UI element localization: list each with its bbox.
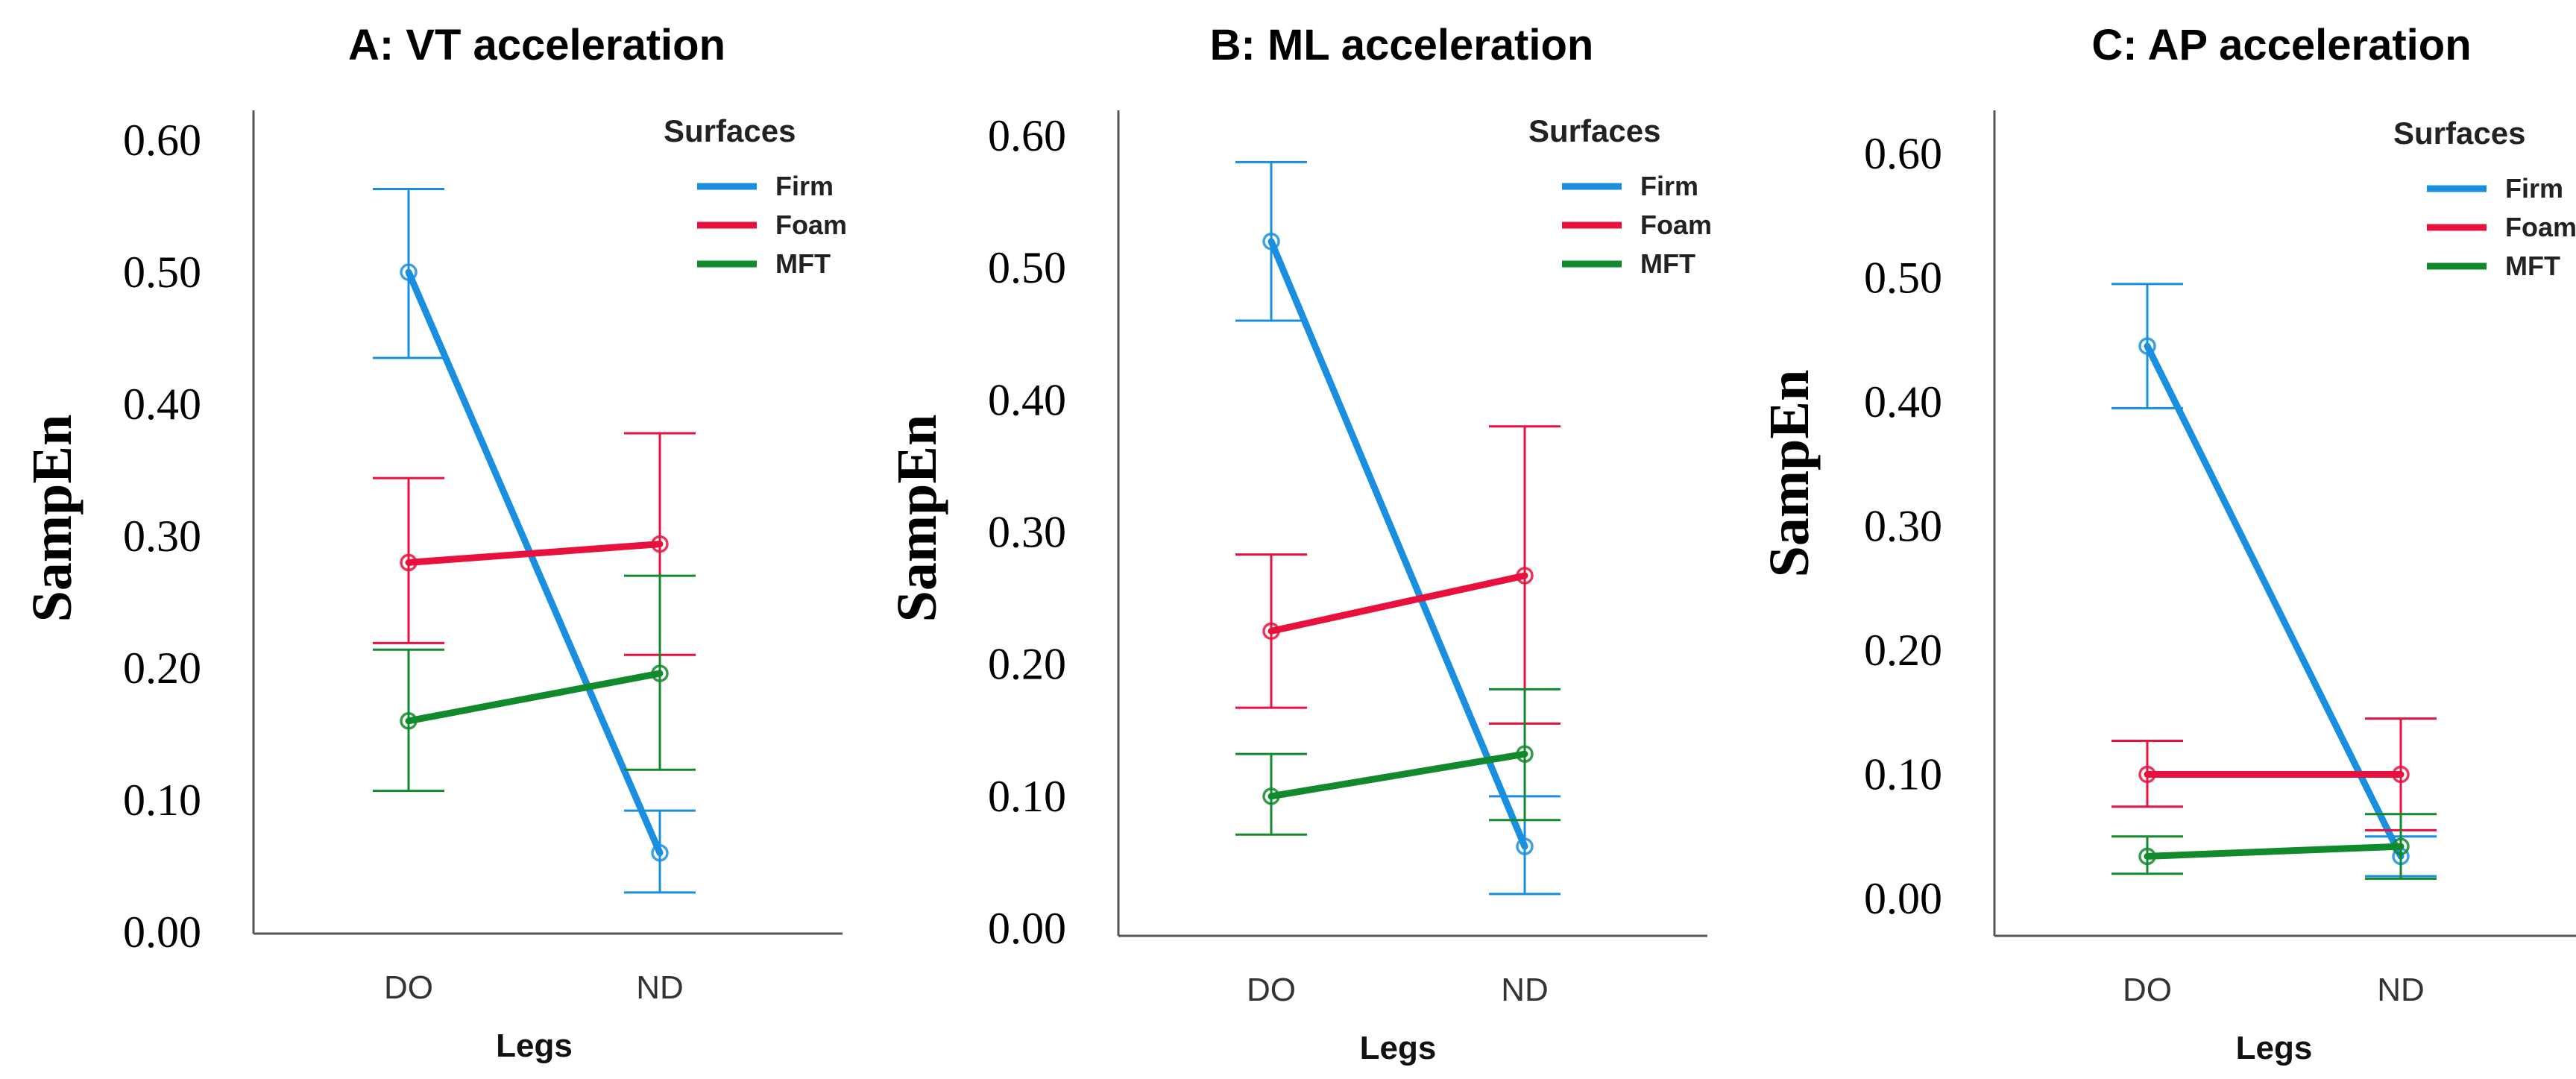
chart-title: B: ML acceleration [1210,21,1594,69]
y-axis-label: SampEn [1758,370,1821,578]
y-tick-label: 0.10 [123,776,201,825]
y-tick-label: 0.60 [1864,129,1942,178]
y-tick-label: 0.20 [123,644,201,693]
chart-panel-2: B: ML acceleration 0.00 0.10 0.20 0.30 0.40 0.… [886,21,1712,1066]
series-mft [2111,813,2437,880]
legend-title: Surfaces [664,113,796,148]
y-tick-label: 0.60 [123,116,201,165]
legend-label: MFT [775,248,831,279]
x-tick-label: ND [1501,972,1549,1008]
y-tick-label: 0.40 [988,375,1066,424]
series-line [2144,342,2405,860]
series-firm [2111,283,2437,878]
y-tick-label: 0.10 [988,772,1066,821]
data-point [2138,337,2156,355]
y-tick-label: 0.50 [123,248,201,297]
data-point [651,844,669,862]
series-line [1267,750,1528,800]
data-point [1262,232,1280,251]
y-tick-label: 0.40 [1864,377,1942,427]
legend-label: Firm [2505,173,2563,204]
y-tick-label: 0.50 [1864,254,1942,303]
legend: Surfaces Firm Foam MFT [664,113,847,279]
legend-title: Surfaces [1528,113,1660,148]
data-point [1262,787,1280,805]
series-line [2144,843,2405,860]
series-firm [1235,160,1561,896]
x-tick-label: ND [636,969,684,1006]
data-point [400,553,418,572]
x-tick-label: DO [2123,972,2172,1008]
y-tick-label: 0.00 [988,904,1066,953]
data-point [2138,765,2156,784]
y-tick-label: 0.30 [1864,502,1942,551]
legend-title: Surfaces [2393,116,2525,151]
data-point [2392,765,2410,784]
chart-panel-3: C: AP acceleration 0.00 0.10 0.20 0.30 0.40 0.… [1758,21,2576,1066]
series-line [1267,238,1528,850]
series-line [405,541,664,566]
data-point [400,263,418,281]
series-line [405,670,664,725]
legend-label: MFT [2505,251,2560,281]
series-foam [1235,425,1561,725]
y-axis-label: SampEn [886,415,948,623]
y-tick-label: 0.10 [1864,750,1942,799]
y-axis-label: SampEn [21,415,84,623]
legend-label: Foam [2505,212,2576,242]
y-tick-label: 0.30 [123,512,201,561]
data-point [651,535,669,553]
data-point [651,664,669,682]
x-tick-label: DO [384,969,433,1006]
chart-title: C: AP acceleration [2091,21,2471,69]
y-tick-label: 0.30 [988,508,1066,557]
x-tick-label: ND [2377,972,2425,1008]
chart-title: A: VT acceleration [348,21,725,69]
legend-label: Foam [775,210,847,240]
data-point [1516,745,1534,763]
series-mft [1235,688,1561,836]
series-mft [373,574,696,793]
x-axis-label: Legs [1360,1030,1437,1066]
series-line [405,268,664,857]
series-line [1267,572,1528,635]
y-tick-label: 0.50 [988,243,1066,292]
data-point [2392,837,2410,855]
data-point [400,712,418,730]
chart-panel-1: A: VT acceleration 0.00 0.10 0.20 0.30 0.40 0.… [21,21,847,1064]
legend-label: MFT [1640,248,1695,279]
y-tick-label: 0.00 [1864,874,1942,923]
legend: Surfaces Firm Foam MFT [2393,116,2576,281]
y-tick-label: 0.20 [1864,626,1942,675]
data-point [2138,847,2156,866]
x-axis-label: Legs [2236,1030,2313,1066]
y-tick-label: 0.40 [123,380,201,429]
x-axis-label: Legs [496,1028,573,1064]
data-point [1516,837,1534,855]
y-tick-label: 0.60 [988,111,1066,160]
y-tick-label: 0.00 [123,907,201,957]
data-point [1516,567,1534,585]
series-foam [2111,717,2437,831]
legend-label: Firm [1640,171,1698,201]
series-foam [373,432,696,656]
data-point [1262,622,1280,641]
x-tick-label: DO [1247,972,1296,1008]
legend-label: Firm [775,171,834,201]
legend-label: Foam [1640,210,1712,240]
y-tick-label: 0.20 [988,640,1066,689]
series-firm [373,187,696,894]
legend: Surfaces Firm Foam MFT [1528,113,1712,279]
